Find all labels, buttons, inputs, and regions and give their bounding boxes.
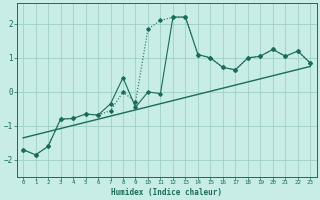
X-axis label: Humidex (Indice chaleur): Humidex (Indice chaleur) [111,188,222,197]
